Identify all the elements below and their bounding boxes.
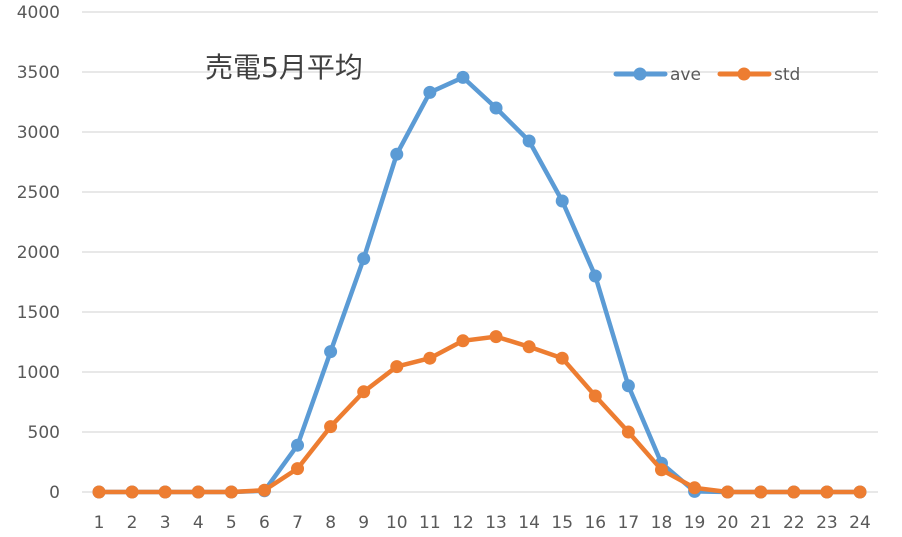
y-tick-label: 4000 — [17, 3, 60, 23]
y-tick-label: 3000 — [17, 123, 60, 143]
x-tick-label: 20 — [717, 513, 739, 533]
y-tick-label: 2500 — [17, 183, 60, 203]
data-point-marker — [224, 485, 238, 499]
legend: ave std — [613, 65, 800, 85]
data-point-marker — [621, 425, 635, 439]
y-axis-ticks: 0 500 1000 1500 2000 2500 3000 3500 4000 — [17, 3, 60, 503]
x-tick-label: 5 — [226, 513, 237, 533]
data-point-marker — [158, 485, 172, 499]
x-tick-label: 21 — [750, 513, 772, 533]
data-point-marker — [555, 351, 569, 365]
data-point-marker — [853, 485, 867, 499]
x-tick-label: 4 — [193, 513, 204, 533]
series-std — [92, 330, 867, 499]
data-point-marker — [324, 420, 338, 434]
data-point-marker — [588, 389, 602, 403]
x-tick-label: 17 — [618, 513, 640, 533]
x-tick-label: 11 — [419, 513, 441, 533]
series-lines — [92, 70, 867, 499]
data-point-marker — [489, 101, 503, 115]
data-point-marker — [820, 485, 834, 499]
x-tick-label: 2 — [127, 513, 138, 533]
data-point-marker — [621, 379, 635, 393]
data-point-marker — [390, 147, 404, 161]
data-point-marker — [522, 340, 536, 354]
data-point-marker — [357, 385, 371, 399]
x-tick-label: 12 — [452, 513, 474, 533]
data-point-marker — [555, 194, 569, 208]
y-tick-label: 1000 — [17, 363, 60, 383]
data-point-marker — [324, 345, 338, 359]
data-point-marker — [721, 485, 735, 499]
series-ave — [92, 70, 867, 499]
data-point-marker — [92, 485, 106, 499]
data-point-marker — [191, 485, 205, 499]
data-point-marker — [522, 134, 536, 148]
data-point-marker — [291, 438, 305, 452]
x-tick-label: 7 — [292, 513, 303, 533]
data-point-marker — [654, 463, 668, 477]
x-tick-label: 1 — [94, 513, 105, 533]
x-tick-label: 9 — [358, 513, 369, 533]
chart-title: 売電5月平均 — [205, 51, 363, 84]
x-tick-label: 16 — [584, 513, 606, 533]
data-point-marker — [125, 485, 139, 499]
data-point-marker — [456, 334, 470, 348]
y-tick-label: 1500 — [17, 303, 60, 323]
data-point-marker — [423, 85, 437, 99]
x-tick-label: 6 — [259, 513, 270, 533]
data-point-marker — [423, 351, 437, 365]
data-point-marker — [688, 481, 702, 495]
data-point-marker — [489, 330, 503, 344]
data-point-marker — [754, 485, 768, 499]
legend-marker-icon — [737, 67, 751, 81]
data-point-marker — [787, 485, 801, 499]
gridlines — [82, 11, 878, 493]
series-line — [96, 75, 863, 495]
x-tick-label: 14 — [518, 513, 540, 533]
y-tick-label: 3500 — [17, 63, 60, 83]
x-tick-label: 10 — [386, 513, 408, 533]
data-point-marker — [257, 483, 271, 497]
y-tick-label: 500 — [28, 423, 60, 443]
legend-label-std: std — [774, 65, 800, 85]
x-tick-label: 3 — [160, 513, 171, 533]
data-point-marker — [291, 462, 305, 476]
x-tick-label: 13 — [485, 513, 507, 533]
x-tick-label: 15 — [551, 513, 573, 533]
legend-marker-icon — [633, 67, 647, 81]
series-line — [96, 334, 863, 495]
legend-label-ave: ave — [670, 65, 701, 85]
y-tick-label: 0 — [49, 483, 60, 503]
legend-item-std: std — [717, 65, 800, 85]
y-tick-label: 2000 — [17, 243, 60, 263]
x-tick-label: 8 — [325, 513, 336, 533]
x-tick-label: 18 — [651, 513, 673, 533]
x-axis-ticks: 1 2 3 4 5 6 7 8 9 10 11 12 13 14 15 16 17 18 19 20 21 22 23 24 — [94, 513, 871, 533]
data-point-marker — [456, 70, 470, 84]
x-tick-label: 22 — [783, 513, 805, 533]
x-tick-label: 19 — [684, 513, 706, 533]
data-point-marker — [588, 269, 602, 283]
x-tick-label: 23 — [816, 513, 838, 533]
x-tick-label: 24 — [849, 513, 871, 533]
data-point-marker — [357, 252, 371, 266]
legend-item-ave: ave — [613, 65, 701, 85]
data-point-marker — [390, 360, 404, 374]
